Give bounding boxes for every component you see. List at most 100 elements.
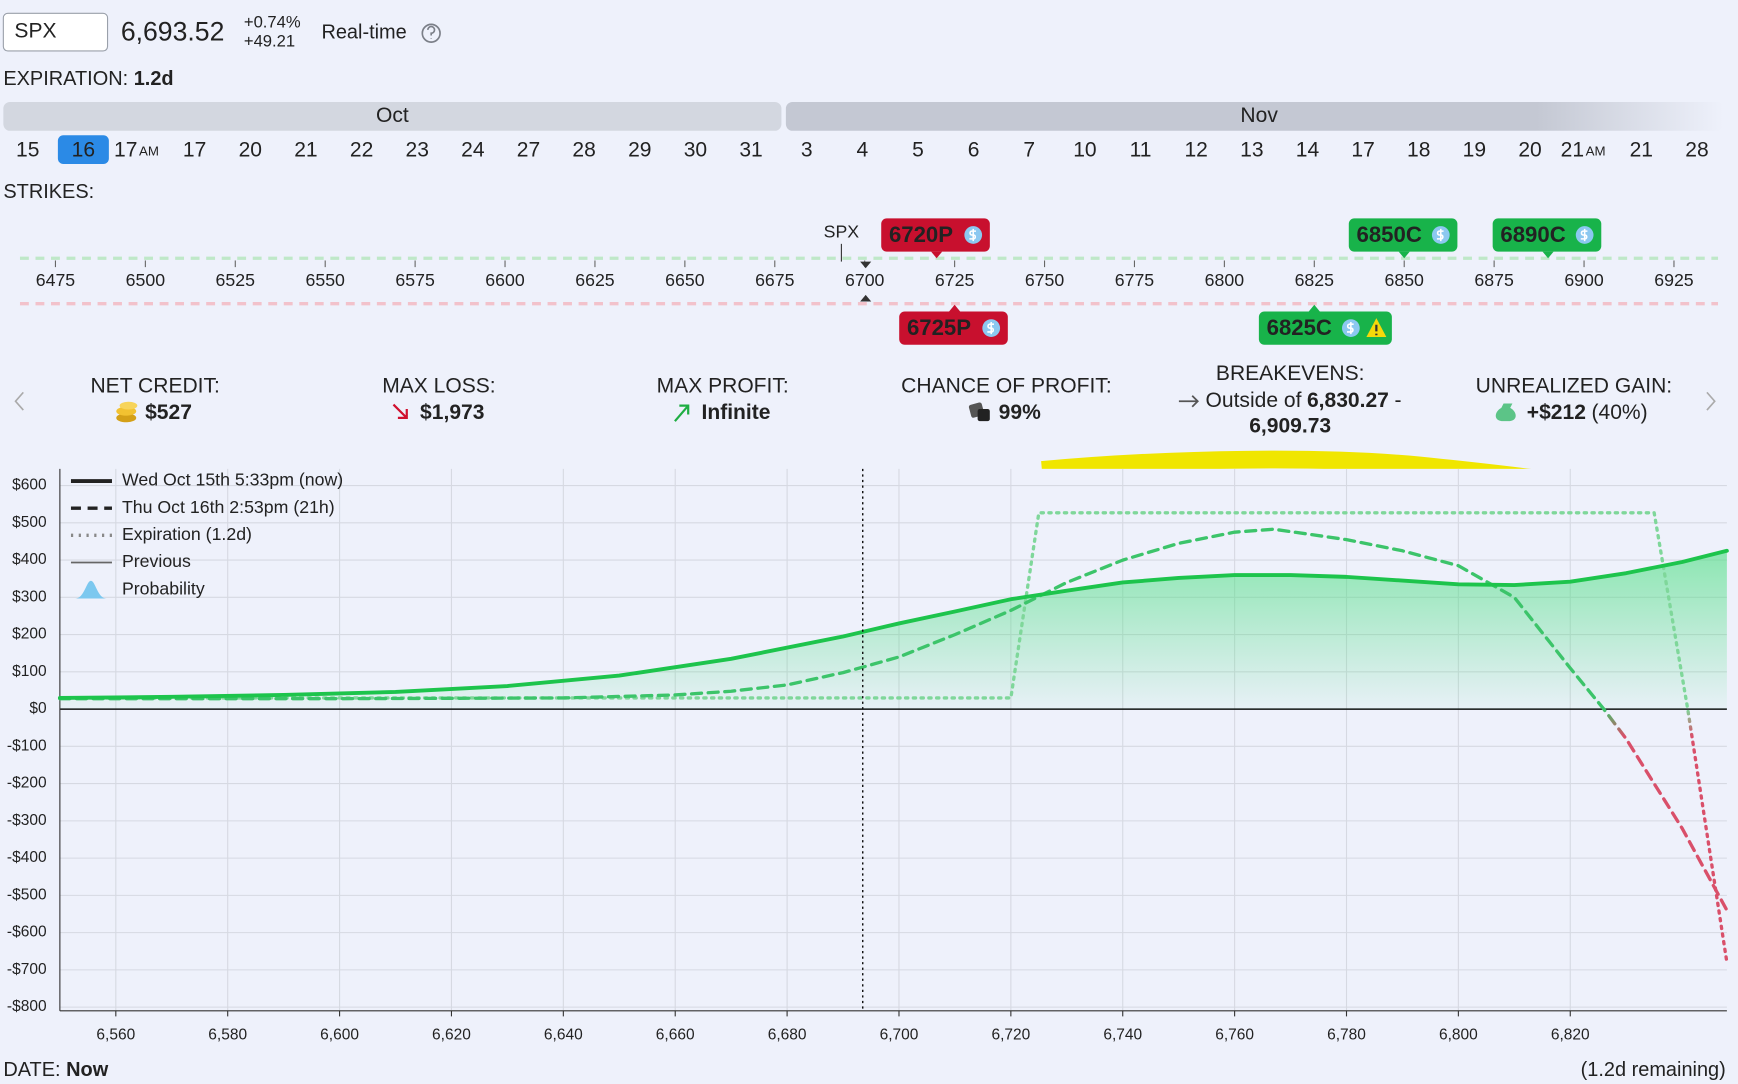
- strike-tick-label: 6900: [1564, 270, 1604, 290]
- leg-label: 6825C: [1267, 315, 1332, 340]
- y-tick-label: $300: [12, 588, 47, 605]
- x-tick-label: 6,760: [1215, 1026, 1254, 1043]
- nav-next[interactable]: [1706, 391, 1716, 411]
- x-tick-label: 6,560: [96, 1026, 135, 1043]
- date[interactable]: 21: [1561, 138, 1584, 161]
- legend-label: Expiration (1.2d): [122, 524, 252, 544]
- date[interactable]: 13: [1240, 138, 1263, 161]
- date[interactable]: 20: [1518, 138, 1541, 161]
- leg-pointer: [949, 304, 961, 312]
- strike-tick-label: 6650: [665, 270, 705, 290]
- strike-tick-label: 6775: [1115, 270, 1155, 290]
- y-tick-label: $100: [12, 663, 47, 680]
- y-tick-label: -$200: [7, 775, 47, 792]
- strike-tick-label: 6600: [485, 270, 525, 290]
- x-tick-label: 6,820: [1551, 1026, 1590, 1043]
- date-tag: AM: [1586, 143, 1606, 158]
- leg-label: 6850C: [1357, 222, 1422, 247]
- date[interactable]: 20: [239, 138, 262, 161]
- leg-body: [1348, 218, 1458, 252]
- date[interactable]: 21: [294, 138, 317, 161]
- strike-tick-label: 6575: [395, 270, 435, 290]
- date[interactable]: 23: [406, 138, 429, 161]
- y-tick-label: $400: [12, 551, 47, 568]
- y-tick-label: -$600: [7, 924, 47, 941]
- x-tick-label: 6,660: [656, 1026, 695, 1043]
- date[interactable]: 14: [1296, 138, 1320, 161]
- date[interactable]: 31: [739, 138, 762, 161]
- strike-tick-label: 6475: [36, 270, 76, 290]
- money-bag-icon: [1495, 403, 1516, 422]
- leg-dollar-glyph: [1580, 228, 1588, 242]
- strike-tick-label: 6625: [575, 270, 615, 290]
- strike-tick-label: 6725: [935, 270, 975, 290]
- date[interactable]: 16: [72, 138, 95, 161]
- strike-tick-label: 6550: [305, 270, 345, 290]
- date[interactable]: 11: [1130, 138, 1152, 161]
- date[interactable]: 29: [628, 138, 651, 161]
- date[interactable]: 27: [517, 138, 540, 161]
- mode: Real-time: [321, 22, 406, 44]
- legend-label: Previous: [122, 551, 191, 571]
- coins-icon: [119, 401, 138, 410]
- date[interactable]: 12: [1184, 138, 1207, 161]
- leg-dollar-glyph: [987, 321, 994, 335]
- change-pct: +0.74%: [244, 13, 301, 32]
- change: +49.21: [244, 32, 295, 51]
- date[interactable]: 5: [912, 138, 924, 161]
- date[interactable]: 17: [114, 138, 137, 161]
- strikes-label: STRIKES:: [3, 181, 94, 203]
- date-tag: AM: [139, 143, 159, 158]
- leg-badge[interactable]: 6825C: [1258, 304, 1392, 345]
- breakevens-separator: -: [1394, 389, 1401, 412]
- ticker-input[interactable]: [2, 12, 109, 52]
- breakevens-label: BREAKEVENS:: [1216, 362, 1365, 385]
- date[interactable]: 17: [183, 138, 206, 161]
- date[interactable]: 19: [1463, 138, 1486, 161]
- leg-badge[interactable]: 6720P: [881, 218, 990, 259]
- date[interactable]: 18: [1407, 138, 1430, 161]
- stat-note: (40%): [1591, 401, 1647, 424]
- date[interactable]: 17: [1351, 138, 1374, 161]
- date[interactable]: 24: [461, 138, 485, 161]
- strike-tick-label: 6800: [1205, 270, 1245, 290]
- x-tick-label: 6,680: [768, 1026, 807, 1043]
- leg-pointer: [1398, 251, 1410, 259]
- stat-value: $1,973: [420, 401, 484, 424]
- y-tick-label: $0: [29, 700, 47, 717]
- breakevens-low: 6,830.27: [1307, 389, 1389, 412]
- date[interactable]: 15: [16, 138, 39, 161]
- leg-badge[interactable]: 6725P: [899, 304, 1008, 345]
- date[interactable]: 30: [684, 138, 707, 161]
- date[interactable]: 3: [801, 138, 813, 161]
- stat-value: $527: [145, 401, 192, 424]
- date[interactable]: 10: [1073, 138, 1096, 161]
- date[interactable]: 22: [350, 138, 373, 161]
- dice-icon: [977, 408, 990, 422]
- stat-value: Infinite: [702, 401, 771, 424]
- footer-remaining: (1.2d remaining): [1581, 1059, 1726, 1081]
- date[interactable]: 7: [1023, 138, 1035, 161]
- strike-tick-label: 6675: [755, 270, 795, 290]
- stat-label: MAX PROFIT:: [657, 374, 789, 397]
- footer-label: DATE:: [3, 1059, 60, 1081]
- date[interactable]: 4: [856, 138, 868, 161]
- stat-label: CHANCE OF PROFIT:: [901, 374, 1111, 397]
- y-tick-label: -$300: [7, 812, 47, 829]
- month-label: Nov: [1240, 104, 1278, 127]
- leg-body: [1492, 218, 1602, 252]
- leg-badge[interactable]: 6890C: [1492, 218, 1602, 259]
- nav-prev[interactable]: [14, 391, 24, 411]
- month-bar: [785, 101, 1724, 131]
- date[interactable]: 21: [1630, 138, 1653, 161]
- help-icon[interactable]: [421, 23, 441, 43]
- leg-badge[interactable]: 6850C: [1348, 218, 1458, 259]
- date[interactable]: 28: [572, 138, 595, 161]
- gain-area: [59, 550, 1727, 710]
- date[interactable]: 28: [1685, 138, 1708, 161]
- y-tick-label: -$100: [7, 737, 47, 754]
- date-selected[interactable]: [57, 135, 109, 165]
- leg-label: 6890C: [1500, 222, 1565, 247]
- date[interactable]: 6: [968, 138, 980, 161]
